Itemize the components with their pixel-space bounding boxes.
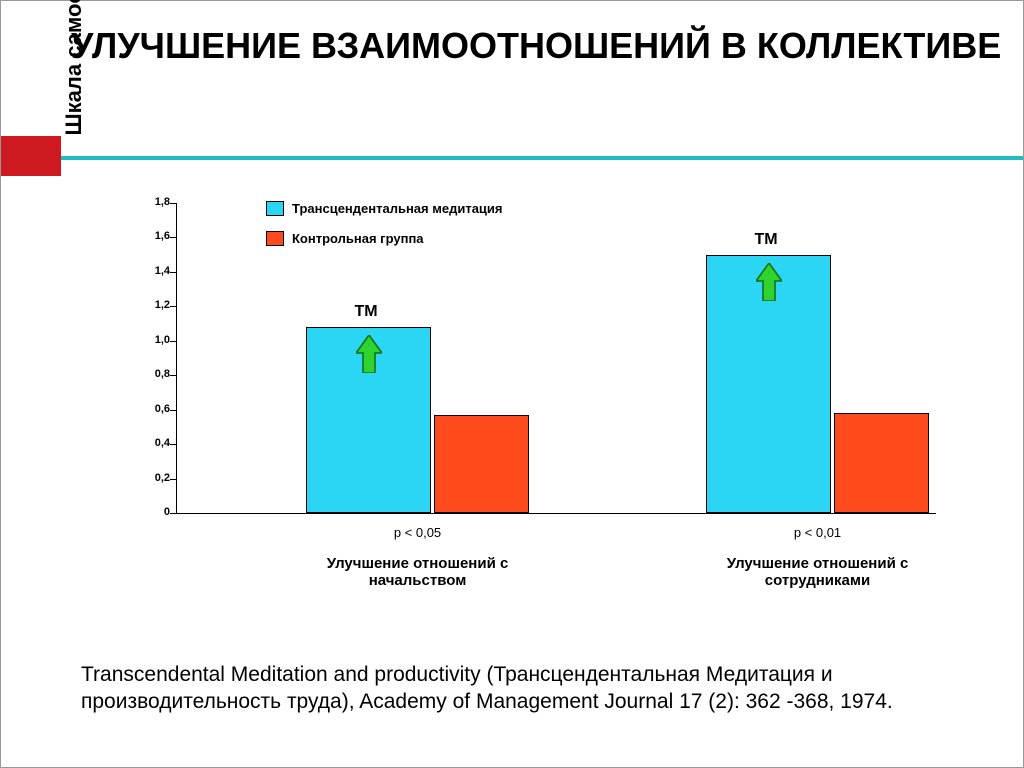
bar-control xyxy=(434,415,529,513)
y-tick-label: 0 xyxy=(140,506,170,518)
slide: УЛУЧШЕНИЕ ВЗАИМООТНОШЕНИЙ В КОЛЛЕКТИВЕ Ш… xyxy=(0,0,1024,768)
p-value: p < 0,01 xyxy=(706,525,929,540)
tm-annotation: ТМ xyxy=(355,303,378,321)
y-tick-mark xyxy=(170,375,176,376)
y-tick-mark xyxy=(170,410,176,411)
y-axis-label: Шкала самооценки xyxy=(61,0,87,201)
bar-control xyxy=(834,413,929,513)
up-arrow-icon xyxy=(356,335,382,373)
y-tick-label: 0,6 xyxy=(140,403,170,415)
y-tick-mark xyxy=(170,237,176,238)
legend-text: Трансцендентальная медитация xyxy=(292,201,503,216)
y-tick-label: 1,2 xyxy=(140,299,170,311)
y-tick-label: 1,6 xyxy=(140,230,170,242)
accent-line xyxy=(61,156,1023,160)
y-tick-mark xyxy=(170,341,176,342)
legend-swatch xyxy=(266,231,284,246)
y-tick-mark xyxy=(170,306,176,307)
bar-chart: 0 0,2 0,4 0,6 0,8 1,0 1,2 1,4 1,6 1,8 Трансцендент… xyxy=(106,193,936,543)
up-arrow-icon xyxy=(756,263,782,301)
p-value: p < 0,05 xyxy=(306,525,529,540)
y-tick-label: 1,4 xyxy=(140,265,170,277)
y-tick-label: 1,8 xyxy=(140,196,170,208)
citation-text: Transcendental Meditation and productivi… xyxy=(81,661,983,716)
y-tick-label: 0,8 xyxy=(140,368,170,380)
y-axis xyxy=(176,203,177,513)
y-tick-mark xyxy=(170,272,176,273)
x-axis xyxy=(176,513,936,514)
y-tick-mark xyxy=(170,479,176,480)
group-label: Улучшение отношений с начальством xyxy=(281,555,554,589)
legend-swatch xyxy=(266,201,284,216)
y-tick-mark xyxy=(170,513,176,514)
y-tick-label: 1,0 xyxy=(140,334,170,346)
accent-block xyxy=(1,136,61,176)
slide-title: УЛУЧШЕНИЕ ВЗАИМООТНОШЕНИЙ В КОЛЛЕКТИВЕ xyxy=(71,26,1001,66)
y-tick-mark xyxy=(170,444,176,445)
legend-text: Контрольная группа xyxy=(292,231,424,246)
y-tick-label: 0,4 xyxy=(140,437,170,449)
group-label: Улучшение отношений с сотрудниками xyxy=(681,555,954,589)
tm-annotation: ТМ xyxy=(755,231,778,249)
y-tick-label: 0,2 xyxy=(140,472,170,484)
y-tick-mark xyxy=(170,203,176,204)
